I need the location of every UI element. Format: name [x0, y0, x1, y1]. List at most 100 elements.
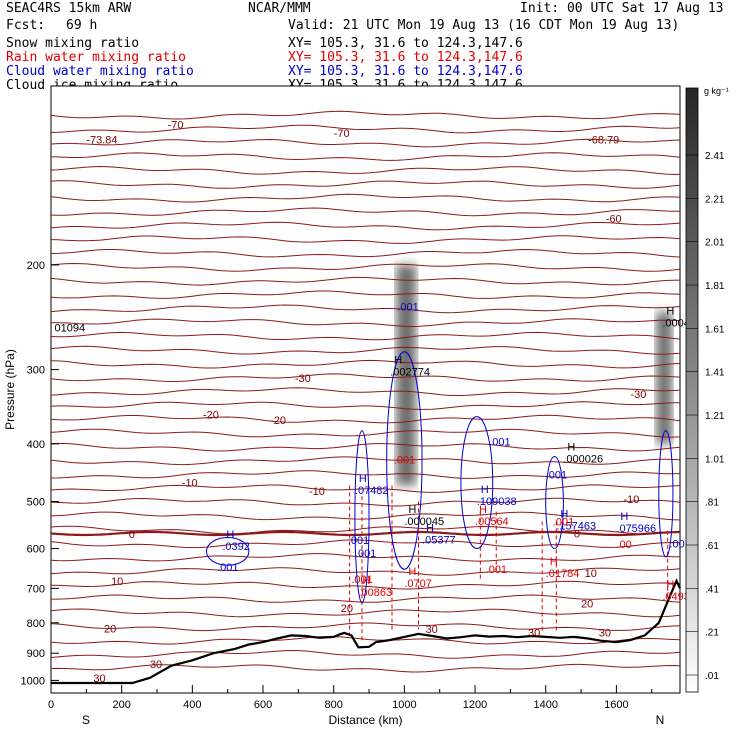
cloud-water-contours: [205, 351, 674, 604]
cloud-contour-4: [205, 537, 250, 566]
isotherm-12: [50, 276, 681, 286]
temperature-label: 30: [426, 624, 438, 636]
isotherm-29: [50, 511, 681, 521]
field-xy-rain: XY= 105.3, 31.6 to 124.3,147.6: [288, 50, 523, 65]
colorbar-label: 2.41: [705, 151, 725, 162]
temperature-label: -10: [623, 494, 639, 506]
y-tick-label: 800: [27, 618, 45, 630]
high-value: .05377: [422, 535, 456, 547]
high-marker: H: [359, 473, 367, 485]
contour-value-label: .001: [486, 564, 507, 576]
isotherm-7: [50, 207, 680, 217]
isotherm-21: [50, 401, 680, 410]
high-value: .002774: [390, 367, 430, 379]
x-tick-label: 1200: [463, 699, 487, 711]
isotherm-27: [50, 484, 681, 493]
x-tick-label: 1400: [533, 699, 557, 711]
field-name-cloud-water: Cloud water mixing ratio: [6, 64, 194, 79]
x-tick-label: 0: [48, 699, 54, 711]
high-marker: H: [408, 504, 416, 516]
temperature-label: -10: [309, 486, 325, 498]
contour-value-label: .00: [616, 539, 631, 551]
x-tick-label: 400: [183, 699, 201, 711]
isotherm-10: [50, 248, 681, 258]
isotherm-28: [50, 497, 681, 507]
high-value: .00863: [358, 587, 392, 599]
cloud-contour-3: [545, 455, 564, 550]
high-marker: H: [666, 305, 674, 317]
high-marker: H: [620, 511, 628, 523]
isotherm-6: [50, 193, 681, 203]
high-marker: H: [226, 529, 234, 541]
isotherm-38: [50, 635, 681, 645]
isotherm-35: [51, 594, 681, 603]
temperature-label: 20: [341, 603, 353, 615]
temperature-label: 20: [581, 599, 593, 611]
isotherm-3: [50, 152, 681, 161]
colorbar: g kg⁻¹ 2.41 2.21 2.01 1.81 1.61 1.41 1.21 1.01.…: [685, 86, 729, 693]
temperature-label: -10: [182, 478, 198, 490]
contour-value-label: .001: [669, 538, 690, 550]
high-marker: H: [408, 566, 416, 578]
temperature-label: 30: [93, 673, 105, 685]
isotherm-4: [50, 165, 680, 175]
contour-value-label: .001: [355, 548, 376, 560]
temperature-label: 0: [129, 529, 135, 541]
high-value: .109038: [477, 496, 517, 508]
temperature-label: 20: [104, 624, 116, 636]
isotherm-11: [50, 262, 681, 272]
isotherm-15: [51, 318, 681, 328]
high-marker: H: [426, 523, 434, 535]
high-value: .07482: [355, 485, 389, 497]
forecast-label: Fcst:: [6, 18, 46, 33]
temperature-label: -70: [168, 119, 184, 131]
temperature-label: -20: [203, 410, 219, 422]
high-value: .157463: [556, 521, 596, 533]
contour-value-label: .001: [394, 455, 415, 467]
temperature-label: -20: [270, 415, 286, 427]
temperature-label: -30: [295, 373, 311, 385]
colorbar-label: 1.01: [705, 454, 725, 465]
isotherm-1: [50, 124, 681, 134]
high-marker: H: [560, 509, 568, 521]
high-value: .0707: [404, 578, 432, 590]
forecast-hours: 69 h: [66, 18, 98, 33]
colorbar-label: 2.21: [705, 194, 725, 205]
cloud-contour-1: [386, 351, 423, 570]
colorbar-label: .41: [705, 584, 719, 595]
high-value: .0004: [662, 317, 690, 329]
high-value: .0493: [662, 591, 690, 603]
temperature-label: -60: [606, 213, 622, 225]
high-value: .0392: [222, 541, 250, 553]
y-tick-label: 400: [27, 439, 45, 451]
contour-value-label: .001: [546, 469, 567, 481]
isotherm-22: [50, 414, 681, 424]
isotherm-40: [50, 663, 681, 673]
isotherm-19: [50, 373, 681, 383]
high-marker: H: [550, 556, 558, 568]
x-tick-label: 800: [325, 699, 343, 711]
temperature-label: 0: [574, 528, 580, 540]
high-value: .000045: [404, 516, 444, 528]
temperature-label: 30: [528, 627, 540, 639]
high-marker: H: [362, 575, 370, 587]
high-value: .000026: [563, 453, 603, 465]
cloud-contour-0: [354, 430, 370, 604]
x-tick-label: 1000: [392, 699, 416, 711]
field-name-rain: Rain water mixing ratio: [6, 50, 187, 65]
temperature-label: 10: [111, 576, 123, 588]
isotherm-13: [50, 290, 681, 299]
x-tick-label: 1600: [604, 699, 628, 711]
colorbar-label: .81: [705, 498, 719, 509]
colorbar-label: 1.81: [705, 281, 725, 292]
cloud-contour-5: [658, 430, 674, 558]
colorbar-unit: g kg⁻¹: [704, 86, 729, 96]
colorbar-label: .01: [705, 671, 719, 682]
high-value: .075966: [616, 523, 656, 535]
x-tick-label: 200: [112, 699, 130, 711]
isotherm-18: [50, 359, 681, 369]
y-tick-label: 1000: [21, 675, 45, 687]
temperature-label: -70: [334, 128, 350, 140]
x-tick-label: 600: [254, 699, 272, 711]
center-label: NCAR/MMM: [248, 1, 311, 16]
